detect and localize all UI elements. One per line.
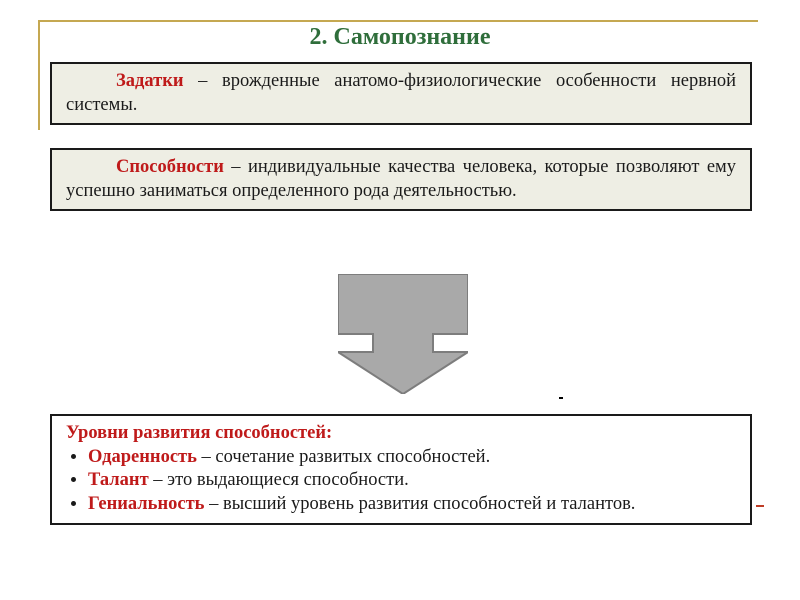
definition-box-zadatki: Задатки – врожденные анатомо-физиологиче… bbox=[50, 62, 752, 125]
slide-title: 2. Самопознание bbox=[0, 24, 800, 51]
stray-mark bbox=[559, 397, 563, 399]
frame-top bbox=[38, 20, 758, 22]
text-talant: – это выдающиеся способности. bbox=[149, 470, 409, 490]
levels-list: Одаренность – сочетание развитых способн… bbox=[66, 446, 736, 517]
term-sposobnosti: Способности bbox=[116, 157, 224, 177]
levels-heading-text: Уровни развития способностей: bbox=[66, 423, 332, 443]
stray-dash bbox=[756, 505, 764, 507]
list-item: Гениальность – высший уровень развития с… bbox=[88, 493, 736, 517]
levels-box: Уровни развития способностей: Одаренност… bbox=[50, 414, 752, 525]
text-genialnost: – высший уровень развития способностей и… bbox=[204, 494, 635, 514]
term-odarennost: Одаренность bbox=[88, 447, 197, 467]
text-odarennost: – сочетание развитых способностей. bbox=[197, 447, 490, 467]
arrow-shape bbox=[338, 274, 468, 394]
list-item: Одаренность – сочетание развитых способн… bbox=[88, 446, 736, 470]
term-talant: Талант bbox=[88, 470, 149, 490]
slide: 2. Самопознание Задатки – врожденные ана… bbox=[0, 0, 800, 600]
list-item: Талант – это выдающиеся способности. bbox=[88, 469, 736, 493]
term-zadatki: Задатки bbox=[116, 71, 184, 91]
term-genialnost: Гениальность bbox=[88, 494, 204, 514]
levels-heading: Уровни развития способностей: bbox=[66, 422, 736, 446]
down-arrow bbox=[338, 274, 468, 399]
definition-box-sposobnosti: Способности – индивидуальные качества че… bbox=[50, 148, 752, 211]
